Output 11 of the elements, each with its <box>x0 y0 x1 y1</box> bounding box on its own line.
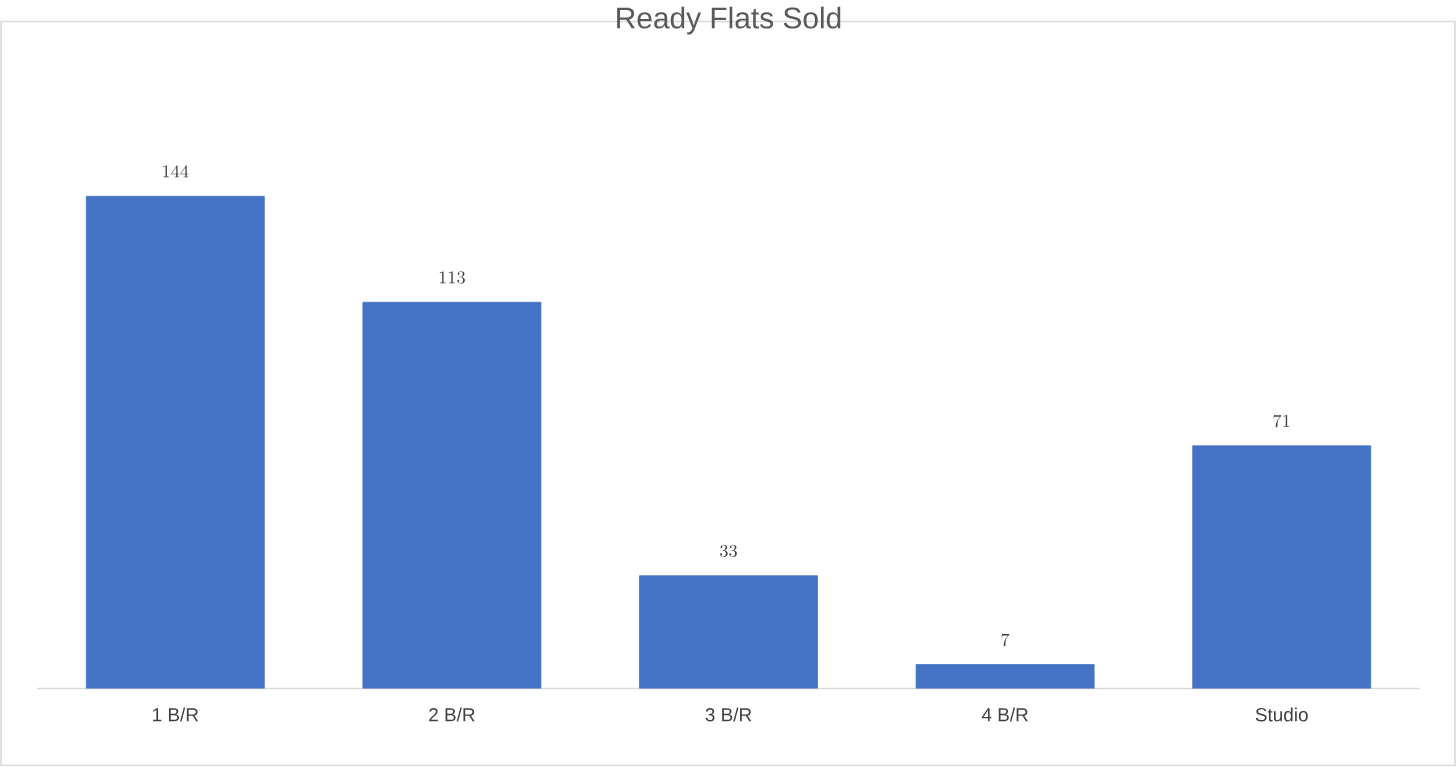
data-label: 33 <box>720 544 737 558</box>
chart-title: Ready Flats Sold <box>617 6 841 35</box>
x-tick-label: 2 B/R <box>429 707 475 722</box>
data-label: 144 <box>163 165 189 178</box>
data-label: 113 <box>439 271 465 284</box>
x-tick-label: 4 B/R <box>981 707 1028 722</box>
data-label: 71 <box>1273 414 1290 428</box>
x-tick-label: 3 B/R <box>705 707 752 722</box>
x-tick-label: 1 B/R <box>153 707 199 722</box>
data-label: 7 <box>1001 633 1010 647</box>
x-tick-label: Studio <box>1255 707 1308 722</box>
